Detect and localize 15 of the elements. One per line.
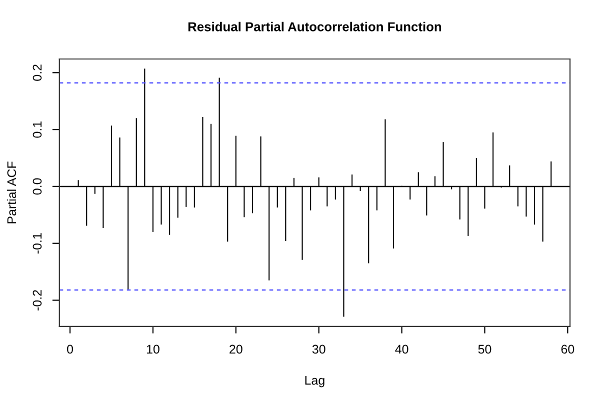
x-tick-label: 50 bbox=[478, 344, 492, 354]
chart-title: Residual Partial Autocorrelation Function bbox=[188, 22, 442, 32]
y-tick-label: 0.0 bbox=[32, 178, 42, 195]
x-axis-title: Lag bbox=[305, 376, 324, 388]
x-tick-label: 40 bbox=[395, 344, 408, 354]
x-tick-label: 20 bbox=[230, 344, 242, 354]
x-tick-label: 0 bbox=[67, 344, 74, 354]
y-tick-label: 0.2 bbox=[32, 64, 42, 81]
x-tick-label: 60 bbox=[561, 344, 574, 354]
y-tick-label: 0.1 bbox=[32, 121, 42, 138]
y-tick-label: -0.2 bbox=[32, 290, 42, 310]
x-tick-label: 30 bbox=[312, 344, 326, 354]
x-tick-label: 10 bbox=[146, 344, 160, 354]
y-tick-label: -0.1 bbox=[32, 233, 42, 254]
y-axis-title: Partial ACF bbox=[6, 162, 16, 224]
